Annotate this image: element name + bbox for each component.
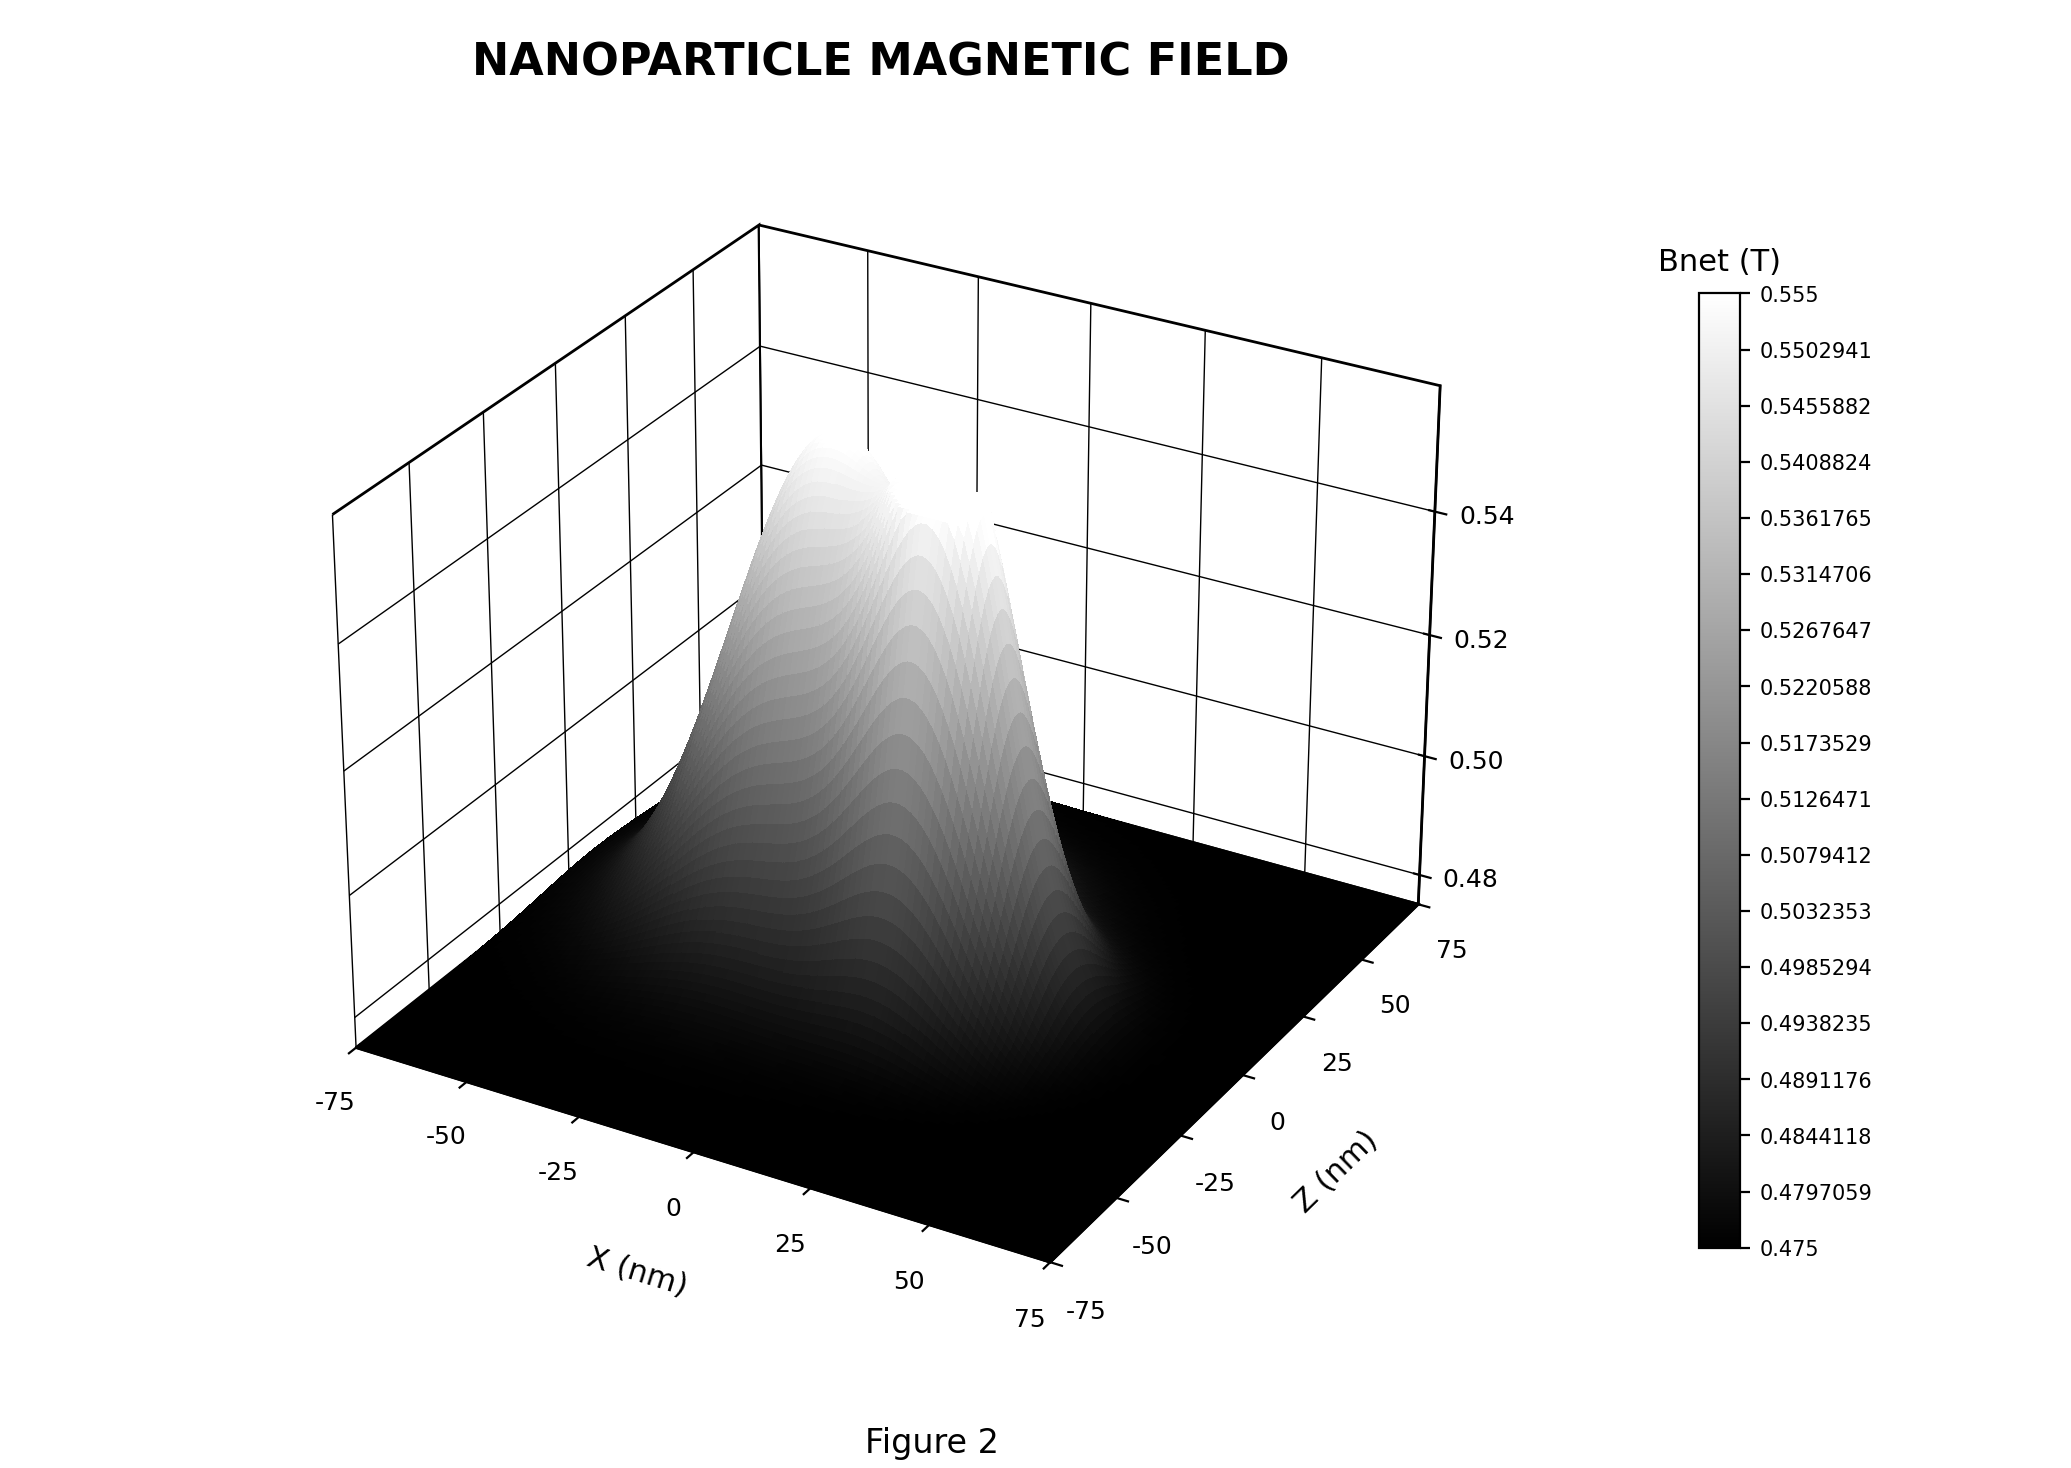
Text: Figure 2: Figure 2 bbox=[866, 1427, 998, 1461]
Y-axis label: Z (nm): Z (nm) bbox=[1288, 1126, 1383, 1218]
X-axis label: X (nm): X (nm) bbox=[584, 1243, 692, 1302]
Title: Bnet (T): Bnet (T) bbox=[1657, 248, 1781, 277]
Title: NANOPARTICLE MAGNETIC FIELD: NANOPARTICLE MAGNETIC FIELD bbox=[472, 41, 1288, 85]
